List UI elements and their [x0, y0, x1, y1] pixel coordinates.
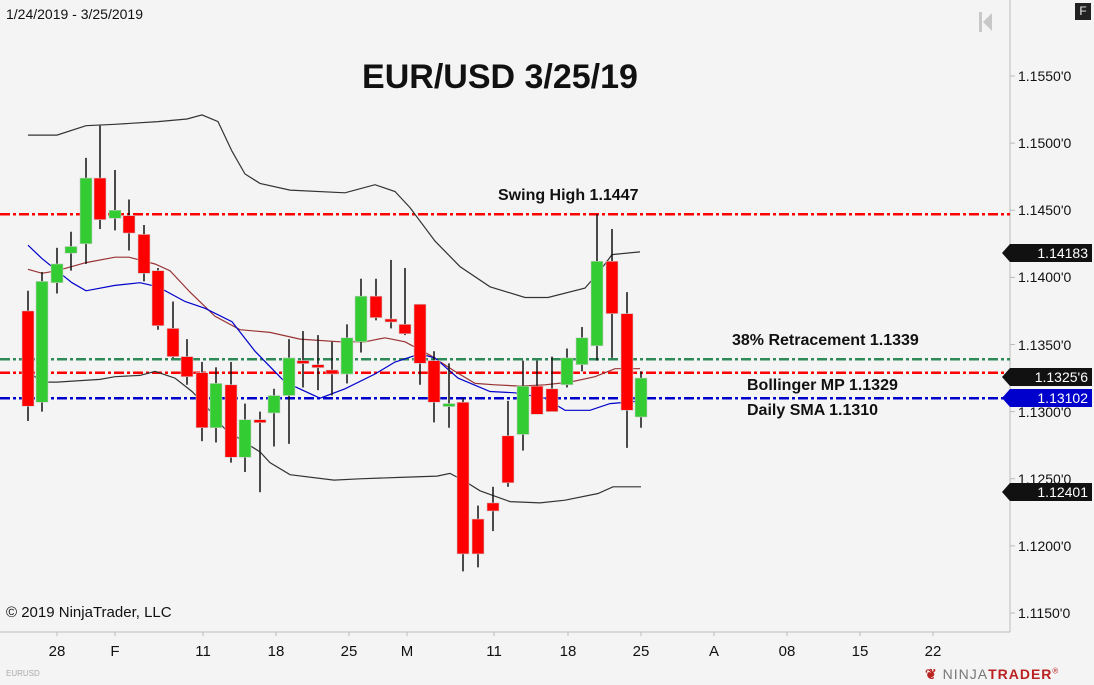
x-tick-label: 18	[559, 643, 577, 660]
x-tick-label: 22	[924, 643, 942, 660]
line-annotation: Swing High 1.1447	[498, 187, 639, 205]
x-tick-label: 11	[486, 643, 502, 660]
logo-icon: ❦	[925, 666, 938, 682]
y-tick-label: 1.1550'0	[1018, 68, 1072, 84]
x-tick-label: 08	[778, 643, 796, 660]
copyright: © 2019 NinjaTrader, LLC	[6, 604, 172, 621]
y-tick-label: 1.1200'0	[1018, 537, 1072, 554]
logo-text-bold: TRADER	[988, 666, 1053, 682]
line-annotation: Bollinger MP 1.1329	[747, 376, 898, 394]
line-annotation: 38% Retracement 1.1339	[732, 332, 919, 350]
logo-text-light: NINJA	[942, 666, 989, 682]
x-tick-label: A	[708, 643, 720, 660]
scroll-to-end-icon[interactable]	[978, 10, 994, 39]
y-tick-label: 1.1350'0	[1018, 336, 1072, 353]
candles	[21, 125, 648, 572]
price-marker: 1.14183	[1002, 243, 1092, 262]
line-annotation: Daily SMA 1.1310	[747, 402, 879, 420]
y-tick-label: 1.1450'0	[1018, 202, 1072, 219]
y-tick-label: 1.1400'0	[1018, 269, 1072, 286]
x-tick-label: 15	[851, 643, 869, 660]
price-marker: 1.1325'6	[1002, 368, 1092, 387]
price-marker: 1.13102	[1002, 388, 1092, 407]
f-button[interactable]: F	[1075, 3, 1091, 20]
ninjatrader-logo: ❦ NINJATRADER®	[925, 666, 1059, 683]
logo-registered: ®	[1052, 666, 1060, 676]
x-tick-label: 25	[340, 643, 358, 660]
horizontal-lines	[0, 213, 1010, 400]
y-tick-label: 1.1150'0	[1018, 605, 1071, 621]
symbol-label: EURUSD	[6, 669, 40, 678]
x-tick-label: F	[110, 643, 120, 660]
y-tick-label: 1.1300'0	[1018, 403, 1072, 420]
axes	[0, 0, 1015, 636]
y-tick-label: 1.1250'0	[1018, 470, 1072, 487]
y-tick-label: 1.1500'0	[1018, 135, 1072, 152]
x-tick-label: 25	[632, 643, 650, 660]
indicator-lines	[27, 114, 642, 504]
x-tick-label: 11	[195, 643, 211, 660]
x-tick-label: M	[400, 643, 414, 660]
x-tick-label: 18	[267, 643, 285, 660]
date-range: 1/24/2019 - 3/25/2019	[6, 6, 144, 22]
price-marker: 1.12401	[1002, 483, 1092, 502]
x-tick-label: 28	[48, 643, 66, 660]
chart-title: EUR/USD 3/25/19	[362, 58, 638, 96]
